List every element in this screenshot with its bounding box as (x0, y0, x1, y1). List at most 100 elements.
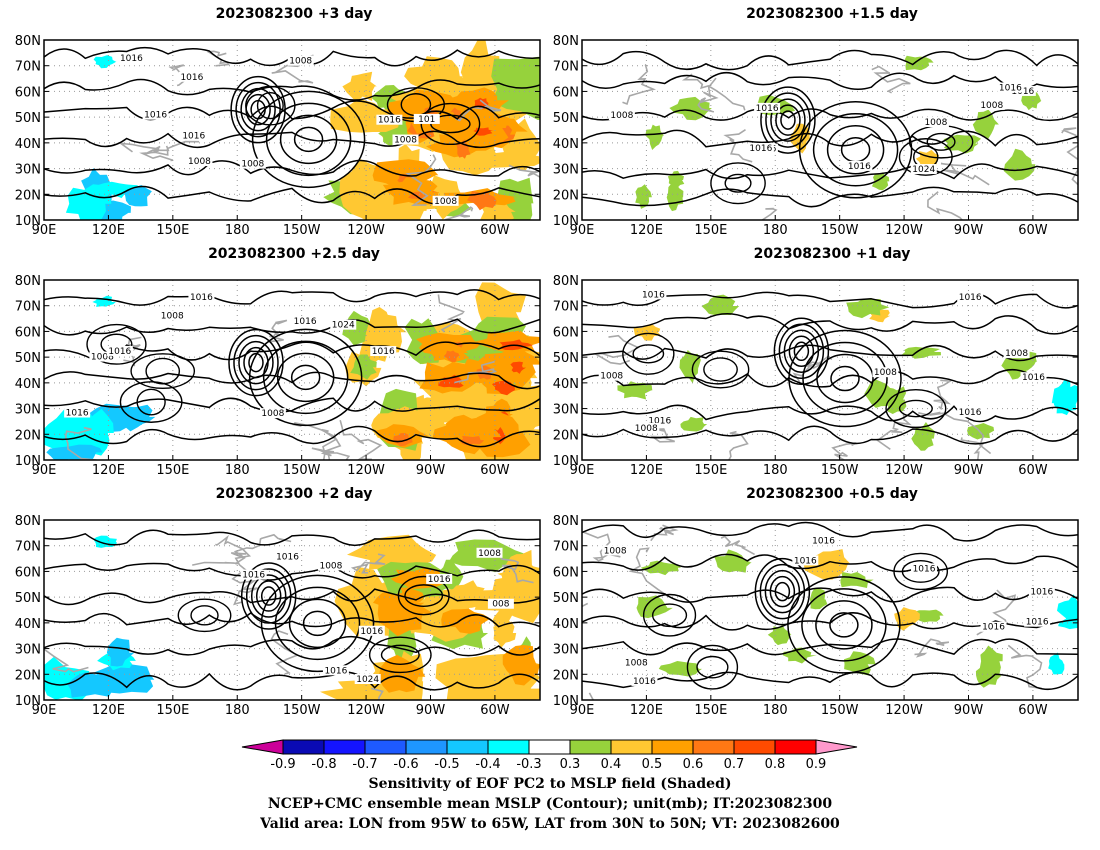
lon-label: 60W (480, 223, 510, 238)
lon-label: 150E (694, 463, 727, 478)
lon-label: 150E (156, 463, 189, 478)
map-frame (581, 519, 1079, 701)
colorbar-tick-label: 0.9 (806, 757, 827, 772)
isobar (44, 289, 540, 306)
sensitivity-blob (387, 89, 460, 134)
lon-label: 150W (821, 463, 859, 478)
panel-title: 2023082300 +2.5 day (208, 246, 380, 262)
lon-label: 150W (283, 463, 321, 478)
isobar (686, 644, 739, 690)
isobar (885, 389, 947, 429)
sensitivity-blob (871, 172, 890, 191)
isobar (86, 323, 147, 365)
sensitivity-blob (679, 350, 701, 384)
isobar-label: 1008 (394, 136, 417, 146)
map-panel: 1016 1008 1016 1016 1024 1016 1008 1016 008 10N 20… (15, 514, 541, 718)
isobar (582, 638, 1078, 656)
colorbar-tick-label: -0.8 (311, 757, 336, 772)
sensitivity-blob (680, 416, 708, 432)
isobar-label: 1008 (1005, 349, 1028, 359)
lat-label: 10N (553, 454, 579, 469)
colorbar-swatch (610, 739, 653, 755)
colorbar-tick-label: -0.3 (516, 757, 541, 772)
isobar (260, 574, 375, 673)
sensitivity-blob (658, 661, 702, 677)
sensitivity-blob (46, 444, 103, 460)
sensitivity-blob (714, 549, 752, 573)
lat-label: 70N (15, 300, 41, 315)
sensitivity-blob (1057, 594, 1078, 625)
lon-label: 120E (92, 703, 125, 718)
isobar (582, 425, 1078, 445)
sensitivity-blob (81, 408, 114, 456)
isobar (788, 335, 815, 368)
isobar-label: 1008 (604, 546, 627, 556)
isobar (44, 159, 540, 177)
isobar (380, 644, 420, 666)
lon-label: 150E (156, 223, 189, 238)
colorbar-swatch (692, 739, 735, 755)
lat-label: 40N (553, 377, 579, 392)
isobar-label: 1016 (982, 623, 1005, 633)
lat-label: 30N (15, 643, 41, 658)
isobar (816, 353, 874, 404)
isobar (632, 344, 665, 364)
lat-label: 10N (15, 214, 41, 229)
isobar (255, 580, 282, 612)
isobar-label: 1016 (959, 293, 982, 303)
isobar (44, 100, 540, 121)
lon-label: 90E (32, 463, 57, 478)
map-panel: 1016 1016 1016 1008 1016 1016 1016 1016 1008 10N 2… (553, 514, 1079, 718)
isobar (265, 102, 352, 177)
lon-label: 180 (225, 223, 250, 238)
isobar-label: 1016 (812, 536, 835, 546)
colorbar-swatch (651, 739, 694, 755)
map-frame (43, 279, 541, 461)
lat-label: 30N (553, 163, 579, 178)
isobar (764, 569, 801, 614)
sensitivity-blob (350, 354, 377, 380)
lat-label: 20N (15, 188, 41, 203)
isobar (293, 126, 324, 153)
isobar (582, 129, 1078, 148)
isobar-label: 1008 (874, 368, 897, 378)
sensitivity-blob (484, 347, 540, 389)
colorbar-high-arrow (815, 739, 858, 755)
lon-label: 150E (156, 703, 189, 718)
isobar-label: 1016 (642, 290, 665, 300)
isobar-label: 1016 (749, 144, 772, 154)
lat-label: 30N (553, 403, 579, 418)
isobar (248, 328, 363, 427)
isobar-label: 1016 (294, 317, 317, 327)
sensitivity-blob (467, 190, 497, 211)
isobar (44, 371, 540, 390)
isobar (770, 98, 806, 142)
lat-label: 80N (553, 34, 579, 49)
isobar (582, 404, 1078, 423)
isobar (177, 598, 232, 633)
isobar (898, 399, 933, 418)
sensitivity-blob (645, 124, 664, 150)
isobar-label: 1008 (610, 111, 633, 121)
panel-title: 2023082300 +2 day (215, 486, 373, 502)
isobar (642, 593, 697, 637)
map-panel: 10081016101610081016102410081016101610N2… (15, 274, 541, 478)
isobar (233, 334, 279, 391)
colorbar-tick-label: 0.6 (683, 757, 704, 772)
lat-label: 40N (15, 617, 41, 632)
isobar-label: 1024 (332, 321, 355, 331)
caption-line-3: Valid area: LON from 95W to 65W, LAT fro… (260, 816, 840, 832)
sensitivity-blob (390, 567, 451, 590)
sensitivity-blob (377, 593, 434, 637)
lon-label: 150E (694, 703, 727, 718)
isobar (582, 163, 1078, 180)
lon-label: 180 (763, 463, 788, 478)
isobar-label: 1016 (1026, 618, 1049, 628)
isobar (582, 612, 1078, 631)
lat-label: 50N (553, 351, 579, 366)
isobar (703, 357, 738, 382)
lon-label: 150W (283, 223, 321, 238)
sensitivity-blob (1051, 379, 1071, 409)
isobar (44, 529, 540, 547)
